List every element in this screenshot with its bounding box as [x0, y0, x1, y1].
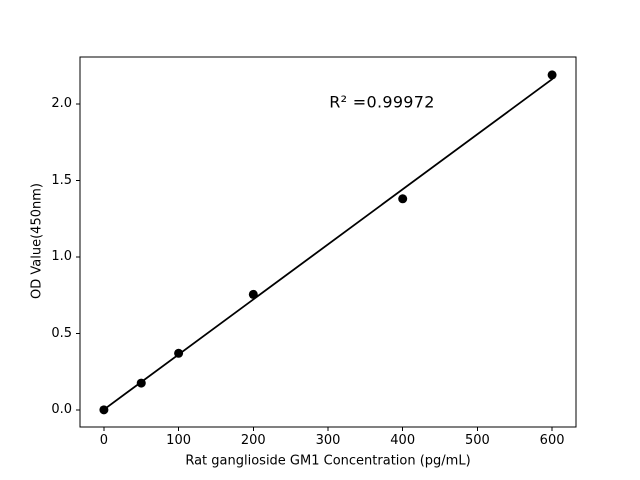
- y-tick-label: 0.0: [51, 402, 72, 418]
- data-point: [248, 289, 258, 299]
- r-squared-annotation: R² =0.99972: [329, 92, 435, 112]
- data-point: [398, 194, 408, 204]
- fit-line: [103, 78, 553, 411]
- y-tick-label: 1.0: [51, 249, 72, 265]
- x-tick-label: 100: [166, 433, 192, 448]
- y-tick-label: 1.5: [51, 172, 72, 188]
- x-tick-label: 0: [99, 433, 109, 448]
- y-axis-label: OD Value(450nm): [29, 183, 45, 299]
- data-point: [174, 348, 184, 358]
- data-point: [136, 378, 146, 388]
- x-tick-label: 200: [240, 433, 266, 448]
- x-tick-label: 300: [315, 433, 341, 448]
- data-point: [99, 405, 109, 415]
- y-tick-label: 2.0: [51, 96, 72, 112]
- x-tick-label: 600: [539, 433, 565, 448]
- x-tick-label: 500: [464, 433, 490, 448]
- y-tick-label: 0.5: [51, 325, 72, 341]
- x-axis-label: Rat ganglioside GM1 Concentration (pg/mL…: [185, 453, 471, 469]
- data-point: [547, 70, 557, 80]
- x-tick-label: 400: [390, 433, 416, 448]
